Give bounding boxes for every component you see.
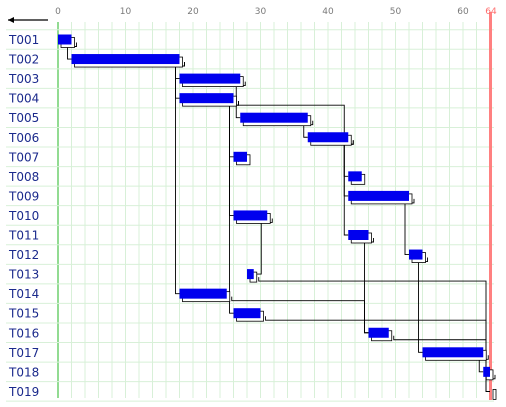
task-label: T014 bbox=[8, 287, 39, 301]
link-layer bbox=[67, 42, 496, 392]
task-label: T009 bbox=[8, 189, 39, 203]
task-label: T012 bbox=[8, 248, 39, 262]
task-label: T005 bbox=[8, 111, 39, 125]
x-tick-label: 20 bbox=[187, 7, 199, 17]
task-bar[interactable] bbox=[307, 132, 349, 143]
grid-layer bbox=[6, 12, 494, 402]
task-bar[interactable] bbox=[422, 347, 484, 358]
task-bar[interactable] bbox=[179, 73, 241, 84]
task-bar-shadow bbox=[492, 388, 497, 400]
x-tick-label: 30 bbox=[255, 7, 267, 17]
x-tick-label: 60 bbox=[457, 7, 469, 17]
task-label: T011 bbox=[8, 229, 39, 243]
task-bar[interactable] bbox=[179, 288, 227, 299]
task-bar[interactable] bbox=[348, 230, 369, 240]
task-bar[interactable] bbox=[179, 93, 234, 104]
task-label: T016 bbox=[8, 326, 39, 340]
task-bar[interactable] bbox=[233, 308, 261, 319]
task-label: T015 bbox=[8, 307, 39, 321]
task-label: T001 bbox=[8, 33, 39, 47]
task-bar[interactable] bbox=[348, 171, 362, 182]
task-label: T007 bbox=[8, 150, 39, 164]
task-label: T019 bbox=[8, 385, 39, 399]
task-label: T008 bbox=[8, 170, 39, 184]
task-bar[interactable] bbox=[233, 210, 268, 221]
dependency-link bbox=[393, 335, 490, 392]
header-layer: 0 10 20 30 40 50 60 64 bbox=[8, 7, 497, 23]
x-tick-label: 0 bbox=[55, 7, 61, 17]
task-bar[interactable] bbox=[247, 269, 254, 280]
left-arrow-head-icon bbox=[8, 17, 14, 23]
task-label: T018 bbox=[8, 365, 39, 379]
task-label: T002 bbox=[8, 53, 39, 67]
x-tick-label: 40 bbox=[322, 7, 334, 17]
task-bar[interactable] bbox=[483, 366, 490, 377]
task-bar[interactable] bbox=[58, 34, 72, 45]
task-label: T003 bbox=[8, 72, 39, 86]
task-bar[interactable] bbox=[409, 249, 423, 260]
dependency-link bbox=[247, 218, 273, 275]
task-bar[interactable] bbox=[368, 327, 389, 338]
task-label: T017 bbox=[8, 346, 39, 360]
dependency-link bbox=[343, 140, 354, 177]
dependency-link bbox=[238, 101, 349, 197]
bar-layer bbox=[58, 34, 497, 400]
task-bar[interactable] bbox=[348, 190, 409, 201]
task-label: T013 bbox=[8, 268, 39, 282]
task-bar[interactable] bbox=[240, 112, 308, 123]
task-bar[interactable] bbox=[71, 54, 180, 65]
x-tick-label: 10 bbox=[120, 7, 132, 17]
end-marker-line bbox=[489, 12, 492, 400]
task-bar[interactable] bbox=[233, 151, 248, 162]
task-label: T006 bbox=[8, 131, 39, 145]
dependency-link bbox=[231, 296, 369, 334]
task-label: T004 bbox=[8, 92, 39, 106]
end-marker-label: 64 bbox=[485, 7, 497, 17]
x-tick-label: 50 bbox=[390, 7, 402, 17]
dependency-link bbox=[343, 140, 354, 236]
label-layer: T001 T002 T003 T004 T005 T006 T007 T008 T009 T010… bbox=[8, 33, 39, 399]
task-label: T010 bbox=[8, 209, 39, 223]
dependency-link bbox=[235, 81, 246, 119]
